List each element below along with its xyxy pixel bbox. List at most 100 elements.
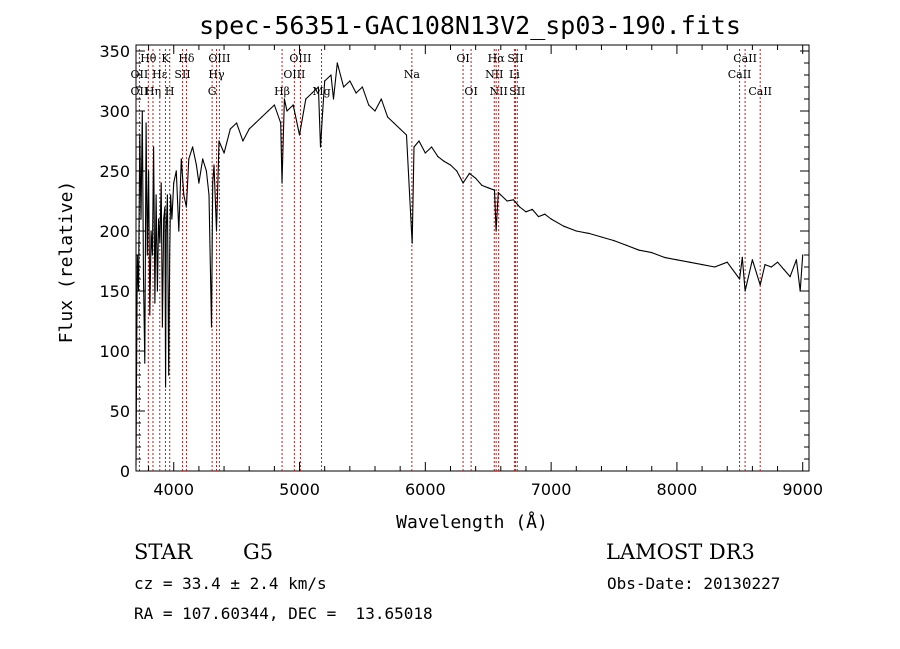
- line-label-4: OIII: [289, 52, 311, 65]
- y-tick-label-0: 0: [120, 462, 130, 481]
- line-label-2: Hδ: [178, 52, 195, 65]
- data-point-45: [212, 182, 214, 184]
- data-point-39: [195, 164, 197, 166]
- line-label-18: OII: [131, 85, 149, 98]
- line-label-0: Hθ: [140, 52, 157, 65]
- data-point-99: [487, 187, 489, 189]
- y-axis-ticks: 0 50 100 150 200 250 300 350: [99, 42, 809, 481]
- data-point-63: [292, 104, 294, 106]
- data-point-36: [185, 206, 188, 208]
- data-point-135: [789, 276, 791, 278]
- x-tick-label-7000: 7000: [531, 480, 572, 499]
- data-point-130: [759, 284, 761, 286]
- data-point-124: [714, 266, 716, 268]
- x-tick-label-9000: 9000: [782, 480, 823, 499]
- data-point-22: [163, 218, 165, 220]
- data-point-29: [169, 194, 172, 196]
- data-point-71: [330, 74, 332, 76]
- y-tick-label-250: 250: [99, 162, 130, 181]
- data-point-116: [613, 240, 615, 242]
- data-point-114: [588, 232, 590, 234]
- data-point-19: [159, 242, 161, 244]
- data-point-110: [544, 213, 546, 215]
- data-point-95: [462, 182, 464, 184]
- data-point-67: [317, 86, 320, 88]
- data-point-35: [183, 194, 185, 196]
- data-point-8: [145, 122, 147, 124]
- data-point-115: [600, 236, 603, 238]
- line-label-14: Na: [404, 68, 421, 81]
- data-point-65: [305, 98, 307, 100]
- data-point-83: [399, 128, 401, 130]
- data-point-69: [322, 110, 324, 112]
- data-point-120: [663, 256, 665, 258]
- data-point-51: [229, 128, 231, 130]
- data-point-134: [783, 268, 785, 270]
- data-point-132: [770, 266, 772, 268]
- data-point-74: [342, 86, 345, 88]
- data-point-86: [411, 242, 413, 244]
- data-point-57: [267, 110, 269, 112]
- data-point-23: [164, 206, 166, 208]
- data-point-96: [468, 172, 470, 174]
- line-label-6: Hα: [488, 52, 506, 65]
- data-point-46: [213, 164, 215, 166]
- observation-date: Obs-Date: 20130227: [607, 574, 781, 593]
- line-label-19: Hη: [145, 85, 161, 98]
- data-point-14: [153, 146, 155, 148]
- data-point-53: [242, 140, 244, 142]
- data-point-123: [701, 264, 703, 266]
- data-point-37: [188, 158, 190, 160]
- data-point-90: [431, 146, 433, 148]
- data-point-43: [208, 194, 210, 196]
- line-label-11: SII: [174, 68, 190, 81]
- data-point-92: [443, 160, 445, 162]
- data-point-112: [563, 225, 565, 227]
- data-point-11: [149, 314, 151, 316]
- data-point-111: [550, 218, 552, 220]
- data-point-127: [741, 256, 743, 258]
- data-point-25: [165, 230, 167, 232]
- data-point-50: [223, 152, 225, 154]
- data-point-117: [625, 244, 628, 246]
- line-label-20: H: [165, 85, 175, 98]
- data-point-58: [273, 104, 275, 106]
- data-point-125: [726, 261, 728, 263]
- data-point-104: [506, 200, 508, 202]
- line-label-26: SII: [509, 85, 525, 98]
- data-point-42: [205, 170, 208, 172]
- data-point-7: [144, 362, 146, 364]
- x-tick-label-5000: 5000: [279, 480, 320, 499]
- data-point-100: [493, 189, 496, 191]
- data-point-82: [393, 122, 395, 124]
- data-point-70: [324, 80, 326, 82]
- data-point-6: [142, 278, 145, 280]
- line-label-12: Hγ: [208, 68, 225, 81]
- data-point-77: [361, 86, 364, 88]
- data-point-72: [332, 98, 335, 100]
- data-point-79: [374, 110, 376, 112]
- x-axis-ticks: 4000 5000 6000 7000 8000 9000: [148, 45, 823, 499]
- data-point-101: [495, 230, 497, 232]
- line-label-13: OIII: [283, 68, 305, 81]
- data-point-12: [150, 230, 152, 232]
- data-point-66: [311, 92, 313, 94]
- data-point-133: [776, 261, 779, 263]
- data-point-129: [751, 259, 753, 261]
- data-point-16: [155, 194, 157, 196]
- data-point-56: [261, 116, 263, 118]
- data-point-73: [336, 62, 338, 64]
- data-point-40: [198, 182, 200, 184]
- line-label-25: NII: [490, 85, 508, 98]
- x-tick-label-4000: 4000: [153, 480, 194, 499]
- data-point-89: [424, 152, 426, 154]
- y-tick-label-350: 350: [99, 42, 130, 61]
- data-point-75: [349, 80, 351, 82]
- data-point-0: [135, 464, 137, 466]
- y-tick-label-100: 100: [99, 342, 130, 361]
- data-point-94: [456, 170, 458, 172]
- y-tick-label-300: 300: [99, 102, 130, 121]
- object-class: STAR: [134, 540, 193, 564]
- data-point-59: [280, 122, 282, 124]
